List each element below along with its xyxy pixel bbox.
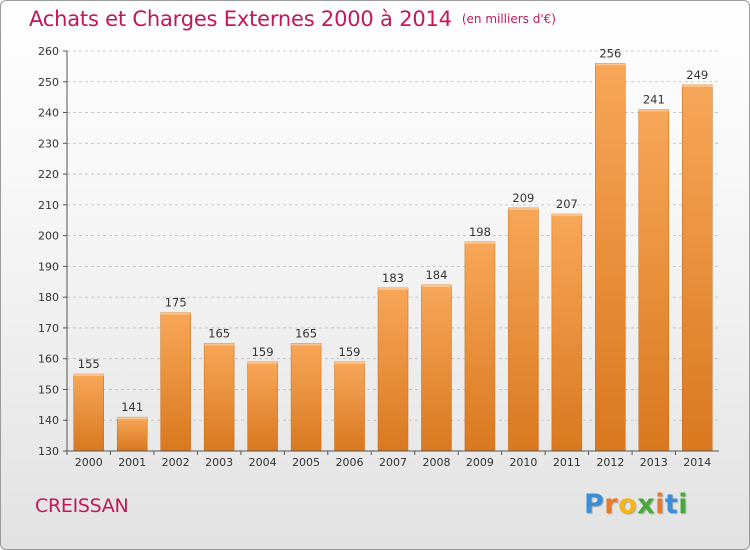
value-label: 165 [208,326,230,340]
value-label: 207 [556,197,578,211]
value-label: 141 [121,400,143,414]
bar-2014[interactable] [682,84,713,452]
x-tick-label: 2013 [640,456,668,469]
bar-highlight [682,84,713,87]
y-tick-label: 190 [38,260,59,273]
y-tick-label: 150 [38,383,59,396]
title-text: Achats et Charges Externes 2000 à 2014 [29,7,452,31]
x-tick-label: 2000 [75,456,103,469]
bar-highlight [334,361,365,364]
y-tick-label: 240 [38,107,59,120]
commune-name: CREISSAN [35,495,129,517]
proxiti-logo[interactable]: Proxiti [584,489,688,520]
bar-2012[interactable] [595,63,626,452]
bar-2006[interactable] [334,361,365,452]
value-label: 256 [599,46,621,60]
x-tick-label: 2007 [379,456,407,469]
value-label: 184 [425,268,447,282]
bar-2000[interactable] [73,373,104,452]
value-label: 198 [469,225,491,239]
logo-letter: i [678,489,689,520]
bar-highlight [595,63,626,66]
value-label: 175 [165,296,187,310]
y-tick-label: 180 [38,291,59,304]
logo-letter: i [655,489,665,520]
y-tick-label: 230 [38,137,59,150]
bar-highlight [117,417,148,420]
bar-2008[interactable] [421,284,452,452]
bar-highlight [464,241,495,244]
logo-letter: r [604,489,619,520]
bar-2013[interactable] [638,109,670,452]
x-tick-label: 2001 [118,456,146,469]
chart-title: Achats et Charges Externes 2000 à 2014 (e… [29,7,556,31]
bar-highlight [421,284,452,287]
x-tick-label: 2009 [466,456,494,469]
y-tick-label: 200 [38,230,59,243]
x-tick-label: 2012 [596,456,624,469]
x-tick-label: 2005 [292,456,320,469]
axis-layer: 130 140 150 160 170 180 190 200 210 220 230 240 250 2… [38,45,719,469]
value-label: 183 [382,271,404,285]
bar-highlight [638,109,669,112]
value-label: 165 [295,326,317,340]
x-tick-label: 2004 [249,456,277,469]
bars-layer: 155 141 175 165 159 165 159 183 184 198 209 207 256 2… [73,46,713,452]
y-tick-label: 140 [38,414,59,427]
value-label: 159 [252,345,274,359]
logo-letter: o [618,489,638,520]
bar-highlight [508,207,539,210]
bar-highlight [247,361,278,364]
y-tick-label: 220 [38,168,59,181]
y-tick-label: 170 [38,322,59,335]
x-tick-label: 2002 [162,456,190,469]
x-tick-label: 2014 [683,456,711,469]
bar-highlight [291,343,322,346]
value-label: 159 [339,345,361,359]
bar-2011[interactable] [551,213,583,452]
x-tick-label: 2008 [422,456,450,469]
x-tick-label: 2003 [205,456,233,469]
bar-highlight [160,312,191,315]
bar-2004[interactable] [247,361,278,452]
logo-letter: x [637,489,656,520]
logo-letter: t [664,489,679,520]
bar-2001[interactable] [116,416,148,452]
bar-2003[interactable] [203,343,235,452]
bar-highlight [378,287,408,290]
y-tick-label: 250 [38,76,59,89]
x-tick-label: 2006 [336,456,364,469]
value-label: 155 [78,357,100,371]
y-tick-label: 130 [38,445,59,458]
value-label: 241 [643,92,665,106]
y-tick-label: 260 [38,45,59,58]
y-tick-label: 210 [38,199,59,212]
bar-2010[interactable] [508,207,539,452]
y-tick-label: 160 [38,353,59,366]
bar-highlight [73,374,104,377]
x-tick-label: 2010 [509,456,537,469]
bar-highlight [204,343,235,346]
bar-2007[interactable] [377,287,409,452]
bar-2002[interactable] [160,312,191,452]
x-tick-label: 2011 [553,456,581,469]
logo-letter: P [584,489,605,520]
chart-subtitle: (en milliers d'€) [461,12,556,26]
bar-highlight [551,214,582,217]
value-label: 249 [686,68,708,82]
bar-2009[interactable] [464,241,496,452]
bar-2005[interactable] [290,343,322,452]
value-label: 209 [512,191,534,205]
